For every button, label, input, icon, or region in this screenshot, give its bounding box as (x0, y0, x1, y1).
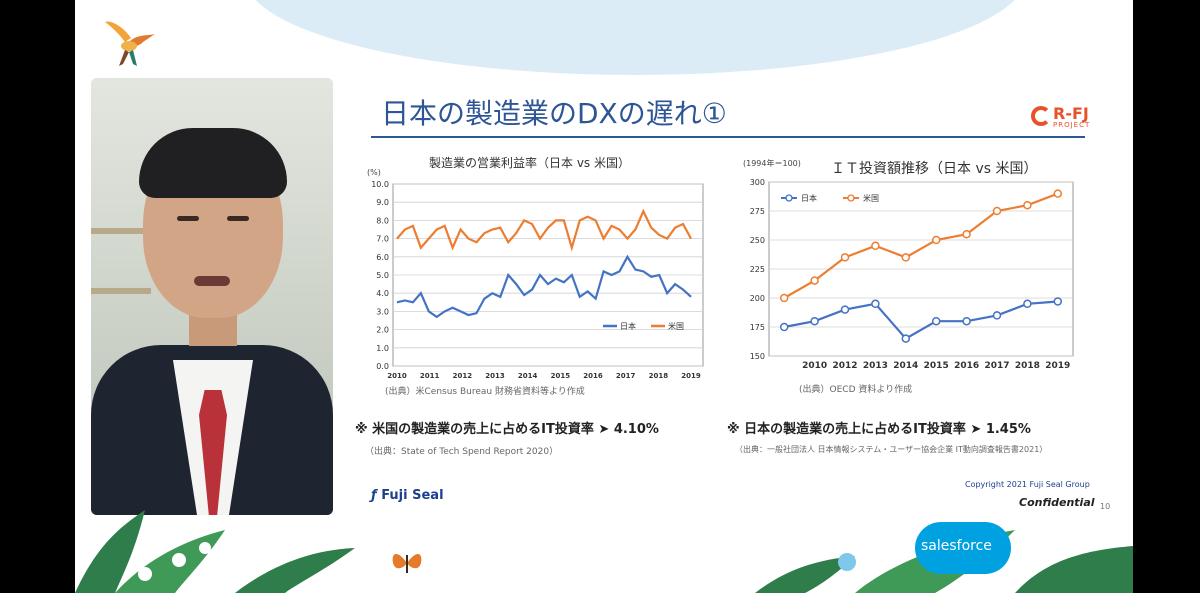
rfj-project-logo: R-FJ PROJECT (1031, 104, 1111, 130)
slide-title: 日本の製造業のDXの遅れ① (381, 97, 727, 130)
it-investment-chart: 150 175 200 225 250 275 300 2010 2012 2013 2014 201… (750, 178, 1074, 371)
data-point (1053, 297, 1063, 306)
x-tick-label: 2011 (420, 372, 440, 380)
legend-label: 米国 (668, 321, 684, 331)
x-tick-label: 2014 (893, 361, 918, 371)
x-tick-label: 2013 (863, 361, 888, 371)
data-point (840, 305, 850, 314)
x-tick-label: 2015 (924, 361, 949, 371)
y-tick-label: 2.0 (376, 326, 389, 335)
y-tick-label: 8.0 (376, 216, 389, 225)
data-point (992, 206, 1002, 216)
presentation-stage: 日本の製造業のDXの遅れ① R-FJ PROJECT 製造業の営業利益率（日本 … (75, 0, 1133, 593)
data-point (1023, 200, 1032, 210)
speaker-video (91, 78, 333, 515)
data-point (810, 276, 819, 285)
chart-unit-it: (1994年＝100) (743, 159, 801, 168)
x-tick-label: 2019 (1045, 361, 1070, 371)
chart-title-profit: 製造業の営業利益率（日本 vs 米国） (429, 156, 630, 170)
copyright-text: Copyright 2021 Fuji Seal Group (965, 480, 1090, 489)
series-line (783, 300, 1058, 341)
data-point (810, 316, 819, 326)
y-tick-label: 5.0 (376, 271, 389, 280)
data-point (871, 241, 880, 251)
x-tick-label: 2017 (616, 372, 636, 380)
y-tick-label: 200 (750, 294, 765, 303)
x-tick-label: 2016 (954, 361, 979, 371)
y-tick-label: 9.0 (376, 198, 389, 207)
data-point (1053, 189, 1063, 198)
us-it-investment-note: ※ 米国の製造業の売上に占めるIT投資率 ➤ 4.10% (355, 422, 659, 437)
page-number: 10 (1100, 502, 1111, 511)
y-tick-label: 175 (750, 323, 765, 332)
y-tick-label: 7.0 (376, 235, 389, 244)
title-divider (371, 136, 1085, 138)
chart-title-it: ＩＴ投資額推移（日本 vs 米国） (831, 161, 1038, 177)
x-tick-label: 2019 (681, 372, 701, 380)
chart-source-profit: (出典）米Census Bureau 財務省資料等より作成 (385, 387, 585, 397)
x-tick-label: 2010 (387, 372, 407, 380)
x-tick-label: 2012 (832, 361, 857, 371)
legend-label: 米国 (863, 193, 879, 203)
y-tick-label: 300 (750, 178, 765, 187)
data-point (931, 235, 941, 245)
y-tick-label: 1.0 (376, 344, 389, 353)
data-point (779, 293, 789, 303)
legend-label: 日本 (620, 321, 636, 331)
y-tick-label: 0.0 (376, 362, 389, 371)
x-tick-label: 2013 (485, 372, 505, 380)
hummingbird-icon (105, 21, 155, 66)
data-point (962, 316, 971, 326)
confidential-label: Confidential (1019, 496, 1095, 509)
y-tick-label: 250 (750, 236, 765, 245)
x-tick-label: 2018 (649, 372, 669, 380)
fuji-seal-logo: ƒ Fuji Seal (371, 488, 444, 503)
jp-it-investment-source: （出典：一般社団法人 日本情報システム・ユーザー協会企業 IT動向調査報告書20… (735, 445, 1048, 454)
live-label: live (1020, 535, 1049, 554)
data-point (992, 311, 1002, 320)
data-point (901, 334, 911, 343)
series-line (783, 192, 1059, 299)
chart-source-it: (出典）OECD 資料より作成 (799, 385, 913, 395)
series-line (396, 254, 692, 319)
x-tick-label: 2018 (1015, 361, 1040, 371)
x-tick-label: 2015 (551, 372, 571, 380)
chart-unit-profit: (%) (367, 168, 381, 177)
y-tick-label: 6.0 (376, 253, 389, 262)
data-point (1023, 299, 1032, 309)
legend-marker (785, 194, 793, 202)
y-tick-label: 225 (750, 265, 765, 274)
x-tick-label: 2017 (984, 361, 1009, 371)
data-point (840, 253, 850, 262)
x-tick-label: 2012 (453, 372, 473, 380)
profit-margin-chart: 0.0 1.0 2.0 3.0 4.0 5.0 6.0 7.0 8.0 9.0 10.0 2010 20… (371, 180, 704, 380)
y-tick-label: 10.0 (371, 180, 389, 189)
data-point (901, 253, 911, 262)
series-line (396, 208, 692, 252)
x-tick-label: 2010 (802, 361, 827, 371)
sky-background (245, 0, 1025, 75)
data-point (962, 229, 971, 239)
y-tick-label: 3.0 (376, 307, 389, 316)
data-point (871, 299, 880, 309)
butterfly-icon (392, 553, 422, 573)
jp-it-investment-note: ※ 日本の製造業の売上に占めるIT投資率 ➤ 1.45% (727, 422, 1031, 437)
slide: 日本の製造業のDXの遅れ① R-FJ PROJECT 製造業の営業利益率（日本 … (351, 78, 1116, 511)
y-tick-label: 4.0 (376, 289, 389, 298)
y-tick-label: 150 (750, 352, 765, 361)
data-point (779, 322, 789, 332)
data-point (931, 316, 941, 326)
legend-label: 日本 (801, 193, 817, 203)
us-it-investment-source: （出典：State of Tech Spend Report 2020） (365, 447, 559, 457)
x-tick-label: 2016 (583, 372, 603, 380)
salesforce-logo: salesforce (915, 522, 1011, 574)
legend-marker (847, 194, 855, 202)
y-tick-label: 275 (750, 207, 765, 216)
x-tick-label: 2014 (518, 372, 538, 380)
